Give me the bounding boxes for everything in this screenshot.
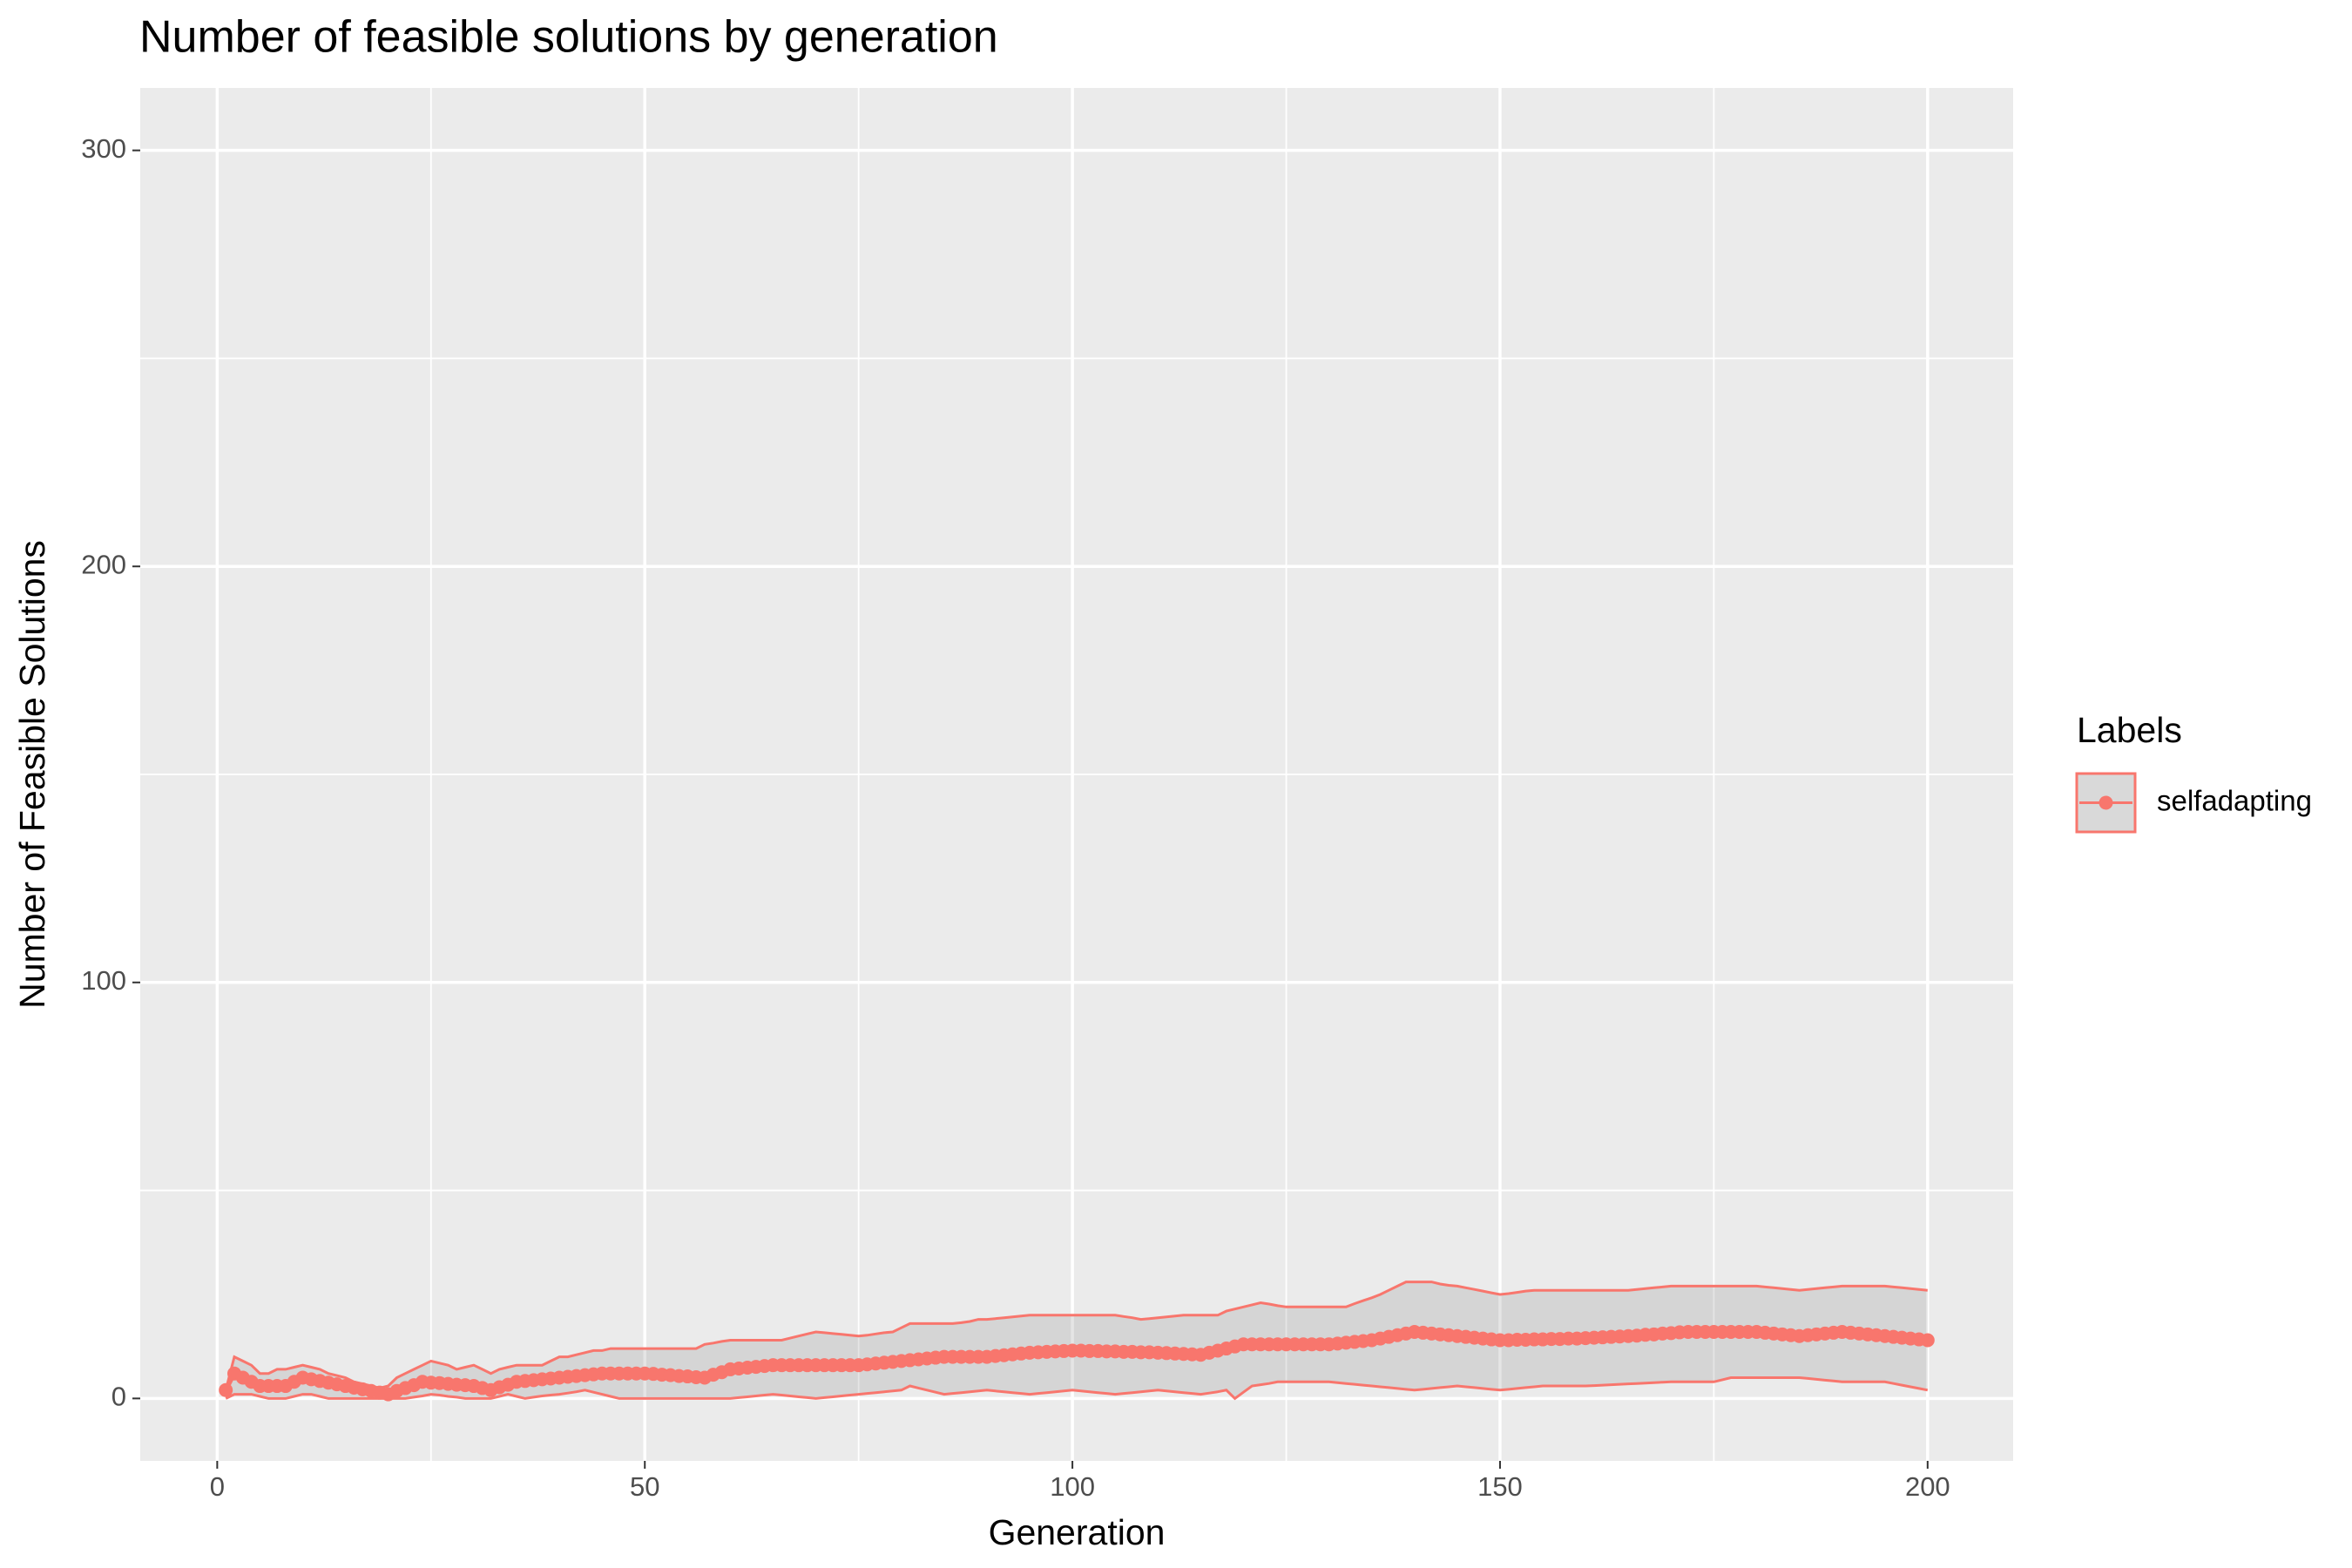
y-tick-label: 100 xyxy=(81,965,126,996)
x-tick-label: 200 xyxy=(1905,1471,1950,1502)
x-axis-title: Generation xyxy=(989,1512,1166,1552)
y-tick-label: 200 xyxy=(81,549,126,579)
chart-title: Number of feasible solutions by generati… xyxy=(139,12,998,63)
point xyxy=(1920,1333,1935,1348)
legend-key-point xyxy=(2099,795,2113,810)
x-tick-label: 100 xyxy=(1050,1471,1095,1502)
x-tick-label: 150 xyxy=(1477,1471,1523,1502)
ribbon-upper xyxy=(224,1281,1928,1391)
y-axis-title: Number of Feasible Solutions xyxy=(12,540,52,1009)
x-tick-label: 50 xyxy=(630,1471,659,1502)
legend-label: selfadapting xyxy=(2157,785,2312,817)
y-tick-label: 0 xyxy=(112,1382,126,1412)
x-tick-label: 0 xyxy=(210,1471,225,1502)
ribbon-lower xyxy=(225,1376,1929,1401)
point xyxy=(219,1382,233,1397)
legend-title: Labels xyxy=(2077,710,2182,750)
y-tick-label: 300 xyxy=(81,133,126,164)
